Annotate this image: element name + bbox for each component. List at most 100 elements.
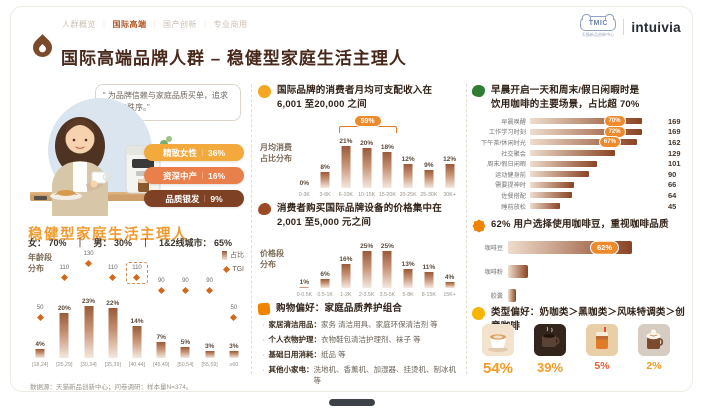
breadcrumb-tab-1[interactable]: 人群概览 (62, 20, 96, 29)
price-section-header: 消费者购买国际品牌设备的价格集中在 2,001 至5,000 元之间 (257, 202, 442, 231)
bar (341, 264, 351, 288)
age-category: [25,29] (56, 362, 73, 368)
shopping-detail: 洗地机、香薰机、加湿器、挂烫机、制冰机 等 (313, 365, 457, 385)
tgi-value: 50 (36, 305, 44, 311)
income-chart-plot: 0% 0-3K 8% 3-6K 21% 6-10K 20% 10-15K 18% 15-20K 12… (294, 115, 460, 198)
scenario-row: 周末/假日闲暇 101 (472, 158, 688, 169)
tgi-value: 110 (132, 264, 142, 271)
bar-column: 25% 3.5-5K (377, 234, 398, 299)
price-chart-label: 价格段 分布 (260, 249, 284, 270)
scenario-bar-track (530, 192, 664, 199)
coffee-type-image (586, 324, 618, 356)
bean-bar (508, 289, 516, 302)
scenario-label: 需要提神时 (495, 182, 526, 190)
bar-value: 4% (444, 274, 455, 281)
coffee-column: 早晨开启一天和周末/假日闲暇时是 饮用咖啡的主要场景，占比超 70% 早晨唤醒 70… (472, 84, 688, 377)
scenario-share-badge: 67% (598, 136, 621, 149)
bar (445, 282, 455, 288)
breadcrumb: 人群概览｜国际高端｜国产创新｜专业商用 (62, 19, 248, 30)
scenario-tgi-value: 45 (668, 201, 677, 211)
price-chart: 价格段 分布 1% 0-0.5K 6% 0.5-1K 16% 1-2K 25% 2-3.5K 25… (258, 234, 460, 299)
breadcrumb-tab-3[interactable]: 国产创新 (163, 20, 197, 29)
bar-value: 18% (380, 144, 394, 151)
bar (362, 250, 372, 288)
age-column: 110 22% [35,39] (101, 250, 125, 369)
bar-value: 6% (320, 271, 330, 278)
bar-column: 0% 0-3K (294, 116, 315, 198)
breadcrumb-tab-2[interactable]: 国际高端 (112, 20, 147, 29)
logo-area: TMIC 天猫新品创新中心 intuivia (580, 14, 681, 38)
bar (424, 271, 434, 288)
column-divider-1 (251, 84, 252, 374)
scenario-tgi-value: 66 (668, 180, 677, 190)
bar (320, 172, 330, 188)
share-bar (229, 351, 239, 358)
shopping-detail: 纸品 等 (321, 350, 346, 360)
age-chart-plot: 50 4% [18,24] 110 20% [25,29] 130 23% [30,34] 110… (28, 250, 246, 368)
bar (299, 286, 309, 288)
scenario-row: 早晨唤醒 70% 169 (472, 115, 688, 128)
bullet-dot: · (262, 320, 265, 329)
income-chart: 月均消费 占比分布 0% 0-3K 8% 3-6K 21% 6-10K 20% 10-15K 18… (258, 115, 460, 198)
bar-category: 0-3K (298, 192, 310, 198)
age-column: 90 5% [50,54] (173, 250, 197, 368)
scenario-bar-track (530, 160, 664, 167)
scenario-label: 工作学习时刻 (488, 129, 526, 137)
age-column: 90 7% [45,49] (149, 250, 173, 368)
coffee-type-share: 5% (594, 360, 610, 372)
sum-bracket: 59% (338, 115, 397, 133)
bean-label: 咖啡豆 (484, 245, 503, 252)
age-chart-label: 年龄段 分布 (28, 253, 52, 274)
scenario-bar (530, 118, 642, 125)
bullet-dot: · (262, 365, 265, 375)
tgi-highlight-box (125, 261, 149, 284)
bar-column: 9% 25-30K (419, 116, 440, 198)
scenario-chart: 早晨唤醒 70% 169 工作学习时刻 72% 169 下午茶/休闲时光 67% 162 社交聚会… (472, 115, 688, 211)
scenario-label: 周末/假日闲暇 (487, 161, 526, 169)
segment-value: 36% (208, 147, 226, 158)
age-column: 50 4% [18,24] (28, 250, 52, 368)
segment-badge: 资深中产｜ 16% (144, 167, 244, 184)
bar-value: 9% (424, 162, 434, 169)
segment-badge: 精致女性｜ 36% (144, 144, 244, 161)
bean-bar-track (508, 265, 658, 278)
scenario-bar-track (530, 150, 664, 157)
bar (382, 152, 392, 188)
bar-value: 16% (339, 256, 353, 263)
bar-value: 20% (360, 140, 374, 147)
tgi-value: 90 (182, 278, 189, 284)
bullet-dot: · (262, 335, 265, 345)
coffee-type-item: 39% (524, 324, 576, 377)
shopping-category: 基础日用消耗： (268, 350, 322, 360)
column-divider-2 (466, 84, 467, 374)
age-category: [55,59] (201, 362, 218, 368)
age-column: 110 20% [25,29] (52, 250, 76, 369)
share-bar (59, 312, 69, 358)
shopping-item: · 家居清洁用品： 家务 清洁用具、家庭环保清洁剂 等 (262, 320, 460, 330)
age-column: 50 3% ≥60 (222, 250, 246, 368)
bar (341, 146, 351, 188)
scenario-tgi-value: 129 (668, 148, 681, 158)
segment-divider: ｜ (201, 195, 209, 203)
coffee-type-item: 5% (576, 324, 628, 377)
bar-value: 1% (299, 278, 310, 286)
bar-column: 1% 0-0.5K (294, 234, 315, 299)
persona-title: 稳健型家庭生活主理人 (28, 227, 188, 244)
shopping-category: 家居清洁用品： (268, 320, 322, 329)
segment-value: 9% (210, 193, 223, 204)
coffee-type-share: 39% (536, 360, 564, 375)
intuivia-logo: intuivia (631, 19, 681, 35)
scenario-bar (530, 160, 597, 167)
scenario-tgi-value: 101 (668, 159, 681, 169)
scenario-tgi-value: 162 (668, 137, 681, 147)
orange-square-icon (257, 302, 271, 316)
scenario-bar-track: 67% (530, 136, 664, 149)
segment-divider: ｜ (199, 172, 206, 180)
segment-value: 16% (208, 170, 226, 181)
bar-column: 4% 15K+ (439, 234, 460, 298)
bar-column: 11% 8-15K (419, 234, 440, 299)
breadcrumb-separator: ｜ (100, 20, 109, 29)
breadcrumb-tab-4[interactable]: 专业商用 (213, 20, 248, 29)
green-blob-icon (472, 85, 485, 97)
shopping-preference-list: · 家居清洁用品： 家务 清洁用具、家庭环保清洁剂 等 · 个人衣物护理： 衣物鞋包清洁护… (262, 320, 460, 391)
